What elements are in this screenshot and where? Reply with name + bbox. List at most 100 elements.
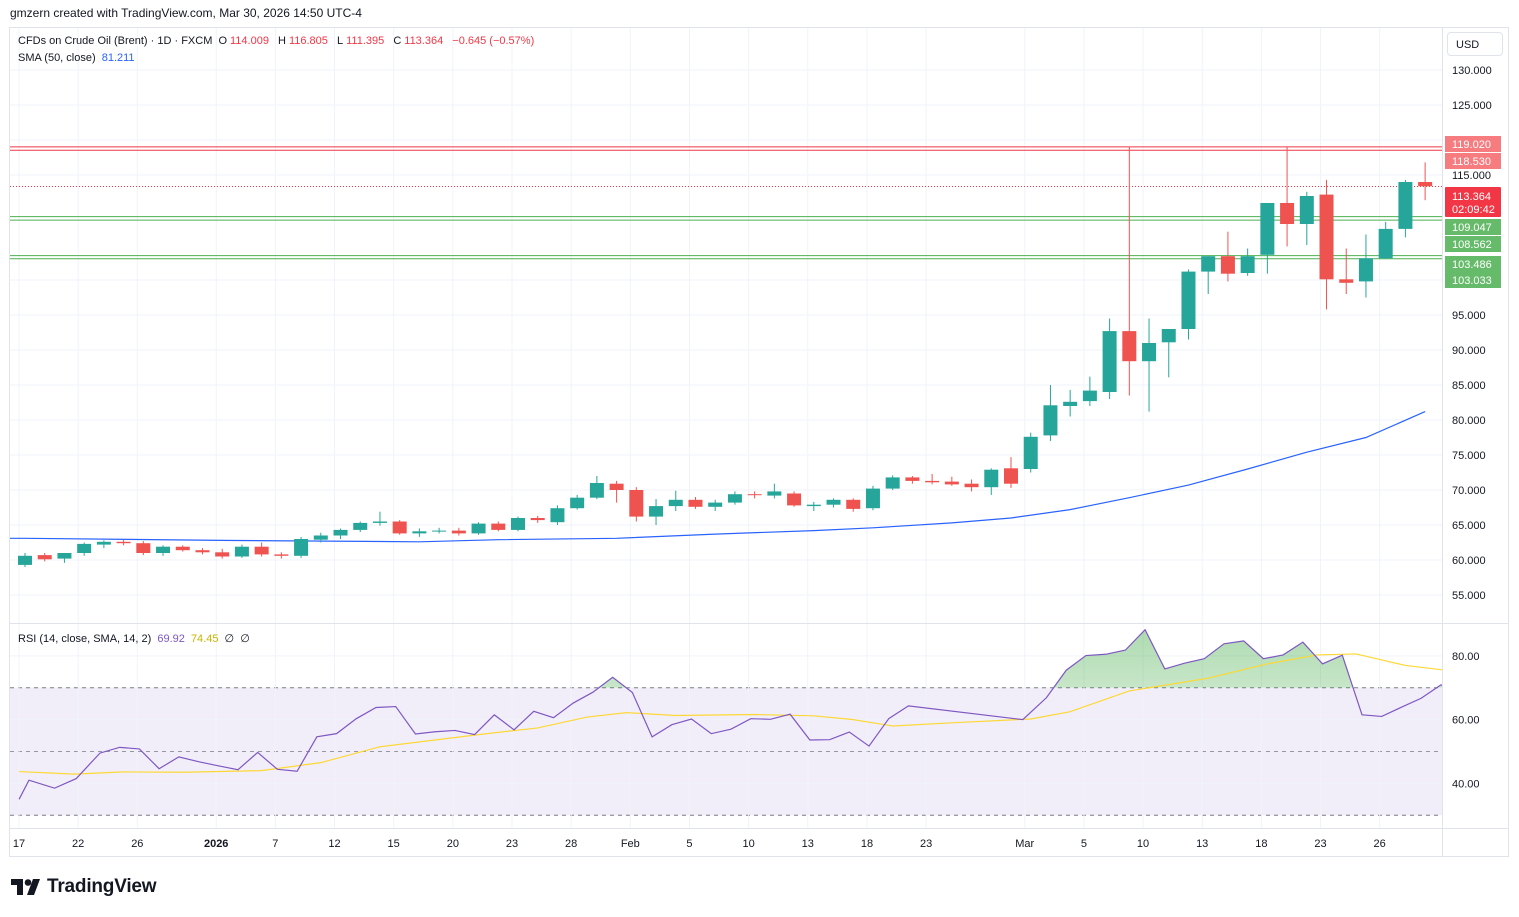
candle (609, 480, 624, 503)
time-axis-label: 17 (13, 838, 25, 850)
candle-body (1161, 329, 1176, 343)
candle-body (649, 506, 664, 517)
open-label: O (218, 35, 227, 47)
time-axis-label: 15 (388, 838, 400, 850)
candle-body (274, 554, 289, 556)
candle-body (294, 539, 309, 556)
candle (136, 541, 151, 556)
candle (1299, 191, 1314, 245)
candle-body (1339, 279, 1354, 283)
candle (767, 483, 782, 499)
countdown-tag: 02:09:42 (1452, 204, 1495, 216)
candle (1240, 248, 1255, 276)
candle-body (451, 530, 466, 534)
candle-body (925, 480, 940, 483)
candle (708, 499, 723, 511)
candle (1122, 147, 1137, 396)
tradingview-logo[interactable]: TradingView (11, 875, 157, 899)
sma-label[interactable]: SMA (50, close) (18, 52, 96, 64)
main-plot (10, 146, 1442, 567)
sma-value: 81.211 (101, 52, 135, 64)
candle (353, 521, 368, 532)
candle-body (234, 546, 249, 557)
candle (649, 499, 664, 525)
candle-body (905, 477, 920, 481)
rsi-extra-1: ∅ (224, 633, 235, 645)
price-axis-label: 70.000 (1452, 485, 1486, 497)
currency-button[interactable]: USD (1447, 32, 1503, 56)
candle-body (1201, 256, 1216, 272)
candle (511, 516, 525, 532)
candle (865, 485, 880, 511)
candle-body (432, 530, 447, 532)
candle (333, 528, 348, 539)
price-line-tag: 118.530 (1452, 156, 1491, 168)
candle (727, 491, 742, 505)
time-axis-label: 26 (131, 838, 143, 850)
price-line-tag-bg (1445, 272, 1501, 288)
candle (392, 520, 407, 535)
time-axis-label: 5 (686, 838, 692, 850)
time-axis-label: 20 (447, 838, 459, 850)
price-line-tag: 103.033 (1452, 275, 1492, 287)
change-value: −0.645 (−0.57%) (452, 35, 535, 47)
price-line-tag-bg (1445, 236, 1501, 252)
time-axis-label: 12 (328, 838, 340, 850)
candle (905, 476, 920, 484)
time-axis-label: Mar (1015, 838, 1034, 850)
candle (37, 553, 52, 562)
rsi-ma-value: 74.45 (190, 633, 219, 645)
candle (826, 498, 841, 508)
high-value: 116.805 (288, 35, 328, 47)
time-axis-label: 22 (72, 838, 84, 850)
symbol-legend: CFDs on Crude Oil (Brent) · 1D · FXCM O 1… (18, 35, 537, 47)
candle (1260, 203, 1275, 274)
time-axis-label: 23 (920, 838, 932, 850)
candle-body (77, 543, 92, 553)
candle (589, 476, 604, 500)
candle (491, 521, 506, 532)
candle (451, 527, 466, 536)
candle (1398, 179, 1413, 238)
candle-body (1378, 228, 1393, 259)
candle-body (1181, 271, 1196, 329)
price-axis-label: 55.000 (1452, 590, 1486, 602)
candle (1161, 329, 1176, 378)
candle-body (964, 483, 979, 488)
rsi-legend: RSI (14, close, SMA, 14, 2) 69.92 74.45 … (18, 632, 253, 645)
candle (1082, 376, 1097, 406)
time-axis-label: 28 (565, 838, 577, 850)
candle-body (471, 523, 486, 534)
candle-body (136, 543, 151, 553)
candle (1102, 318, 1117, 399)
candle (1418, 162, 1433, 201)
rsi-axis-label: 40.00 (1452, 778, 1480, 790)
candle-body (806, 504, 821, 507)
rsi-label[interactable]: RSI (14, close, SMA, 14, 2) (18, 633, 152, 645)
candle (274, 552, 289, 559)
candle-body (353, 522, 368, 530)
candle-body (96, 541, 111, 545)
candle-body (609, 483, 624, 490)
candle (96, 540, 111, 549)
time-axis-label: 18 (1255, 838, 1267, 850)
candle-body (984, 469, 999, 488)
chart-frame (9, 27, 1509, 857)
candle (1358, 234, 1373, 298)
candle-body (1299, 196, 1314, 224)
candle-body (175, 546, 190, 551)
time-axis-label: 13 (1196, 838, 1208, 850)
time-axis-label: 13 (802, 838, 814, 850)
candle-body (1142, 343, 1157, 362)
candle-body (195, 550, 210, 553)
candle (550, 505, 565, 525)
candle-body (156, 546, 171, 553)
symbol-title[interactable]: CFDs on Crude Oil (Brent) · 1D · FXCM (18, 35, 213, 47)
time-axis-label: 10 (743, 838, 755, 850)
candle (1043, 385, 1058, 441)
candle-body (392, 521, 407, 534)
candle-body (1102, 331, 1117, 392)
candle (77, 542, 92, 556)
candle (885, 475, 900, 490)
